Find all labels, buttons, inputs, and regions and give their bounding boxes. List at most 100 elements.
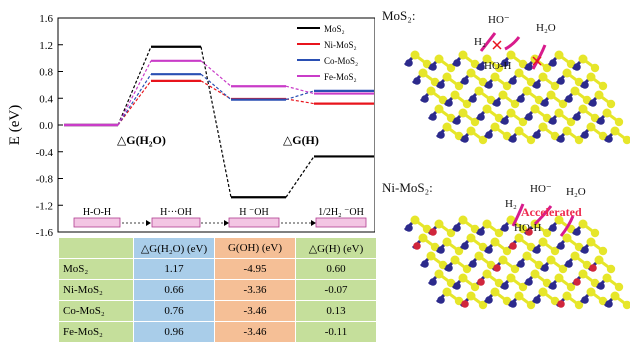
molybdenum-atom <box>565 95 573 103</box>
legend-label: Co-MoS₂ <box>324 56 358 66</box>
molybdenum-atom <box>573 113 581 121</box>
sulfur-atom <box>502 81 512 91</box>
molybdenum-atom <box>469 260 477 268</box>
panel-title-mos2: MoS₂: <box>382 8 416 23</box>
energy-connector <box>117 80 152 126</box>
table-cell: Co-MoS₂ <box>58 300 134 322</box>
molybdenum-atom <box>525 113 533 121</box>
sulfur-atom <box>462 264 472 274</box>
ni-mos2-structure-image <box>403 203 630 310</box>
sulfur-atom <box>418 68 428 78</box>
sulfur-atom <box>526 300 536 310</box>
sulfur-atom <box>478 242 488 252</box>
molybdenum-atom <box>581 296 589 304</box>
sulfur-atom <box>494 228 504 238</box>
sulfur-atom <box>478 300 488 310</box>
table-cell: -0.11 <box>295 321 377 343</box>
label-hoh-top: HO-H <box>484 60 512 72</box>
y-tick-label: 1.6 <box>39 13 53 25</box>
sulfur-atom <box>510 264 520 274</box>
sulfur-atom <box>482 104 492 114</box>
sulfur-atom <box>562 233 572 243</box>
nickel-atom <box>461 300 469 308</box>
sulfur-atom <box>490 287 500 297</box>
sulfur-atom <box>494 278 504 288</box>
sulfur-atom <box>442 237 452 247</box>
sulfur-atom <box>410 215 420 225</box>
sulfur-atom <box>562 291 572 301</box>
y-tick-label: -0.8 <box>36 174 54 186</box>
molybdenum-atom <box>517 260 525 268</box>
sulfur-atom <box>442 287 452 297</box>
table-cell: 0.13 <box>295 300 377 322</box>
state-label: H-O-H <box>83 207 111 218</box>
sulfur-atom <box>526 77 536 87</box>
sulfur-atom <box>514 291 524 301</box>
sulfur-atom <box>602 108 612 118</box>
sulfur-atom <box>534 95 544 105</box>
sulfur-atom <box>518 59 528 69</box>
molybdenum-atom <box>509 135 517 143</box>
sulfur-atom <box>446 113 456 123</box>
molybdenum-atom <box>501 282 509 290</box>
sulfur-atom <box>554 215 564 225</box>
nickel-atom <box>509 242 517 250</box>
sulfur-atom <box>458 273 468 283</box>
sulfur-atom <box>466 291 476 301</box>
state-arrow-head <box>311 220 316 226</box>
molybdenum-atom <box>589 99 597 107</box>
sulfur-atom <box>478 77 488 87</box>
sulfur-atom <box>590 228 600 238</box>
molybdenum-atom <box>485 131 493 139</box>
sulfur-atom <box>550 296 560 306</box>
sulfur-atom <box>506 108 516 118</box>
energy-connector <box>117 46 152 126</box>
sulfur-atom <box>598 131 608 141</box>
sulfur-atom <box>494 113 504 123</box>
sulfur-atom <box>542 113 552 123</box>
molybdenum-atom <box>477 113 485 121</box>
energy-connector <box>117 60 152 126</box>
reaction-arrow-icon <box>533 205 553 226</box>
molybdenum-atom <box>549 117 557 125</box>
table-cell: MoS₂ <box>58 258 134 280</box>
state-box <box>73 217 121 228</box>
sulfur-atom <box>466 68 476 78</box>
sulfur-atom <box>462 99 472 109</box>
molybdenum-atom <box>557 242 565 250</box>
sulfur-atom <box>514 126 524 136</box>
molybdenum-atom <box>517 95 525 103</box>
molybdenum-atom <box>437 246 445 254</box>
nickel-atom <box>557 300 565 308</box>
molybdenum-atom <box>461 242 469 250</box>
sulfur-atom <box>582 260 592 270</box>
sulfur-atom <box>622 300 630 310</box>
molybdenum-atom <box>541 99 549 107</box>
sulfur-atom <box>434 54 444 64</box>
table-cell: Ni-MoS₂ <box>58 279 134 301</box>
sulfur-atom <box>530 104 540 114</box>
sulfur-atom <box>450 255 460 265</box>
sulfur-atom <box>474 251 484 261</box>
sulfur-atom <box>502 131 512 141</box>
nickel-atom <box>573 278 581 286</box>
sulfur-atom <box>550 131 560 141</box>
molybdenum-atom <box>533 131 541 139</box>
table-cell: -3.46 <box>214 321 296 343</box>
molybdenum-atom <box>413 77 421 85</box>
y-axis-ticks: 1.6 1.2 0.8 0.4 0.0 -0.4 -0.8 -1.2 -1.6 <box>36 13 63 238</box>
sulfur-atom <box>598 246 608 256</box>
sulfur-atom <box>514 68 524 78</box>
molybdenum-atom <box>597 117 605 125</box>
sulfur-atom <box>454 296 464 306</box>
sulfur-atom <box>554 273 564 283</box>
y-tick-label: 0.0 <box>39 120 53 132</box>
sulfur-atom <box>482 269 492 279</box>
sulfur-atom <box>438 95 448 105</box>
sulfur-atom <box>594 90 604 100</box>
sulfur-atom <box>454 131 464 141</box>
sulfur-atom <box>566 117 576 127</box>
sulfur-atom <box>426 251 436 261</box>
sulfur-atom <box>446 63 456 73</box>
sulfur-atom <box>458 215 468 225</box>
